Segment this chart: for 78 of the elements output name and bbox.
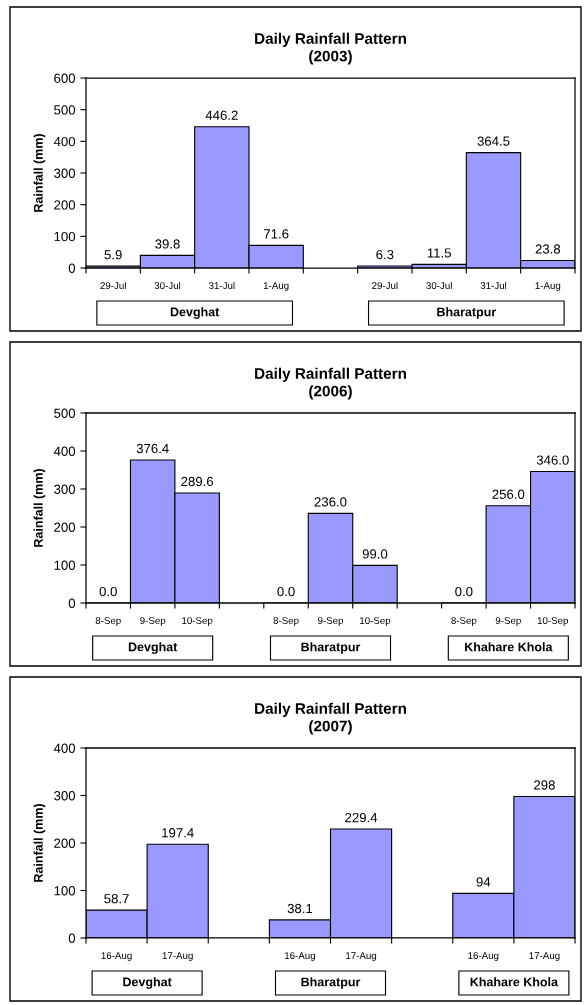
y-axis-title: Rainfall (mm)	[33, 804, 46, 882]
text: Khahare Khola	[470, 977, 559, 987]
y-tick-label: 500	[54, 105, 76, 115]
y-tick-label: 100	[54, 560, 76, 570]
y-tick-label: 300	[54, 168, 76, 178]
x-tick-label: 10-Sep	[182, 617, 213, 626]
y-tick-label: 100	[54, 231, 76, 242]
x-tick-label: 9-Sep	[140, 617, 166, 626]
data-label: 99.0	[362, 549, 388, 559]
data-label: 346.0	[536, 455, 569, 465]
chart-title: Daily Rainfall Pattern (2003)	[255, 32, 406, 65]
data-label: 364.5	[477, 136, 510, 146]
text: Devghat	[128, 642, 178, 654]
data-label: 0.0	[99, 586, 117, 597]
y-tick-label: 200	[54, 522, 76, 532]
x-tick-label: 17-Aug	[346, 952, 377, 961]
chart-title: Daily Rainfall Pattern (2007)	[255, 702, 406, 735]
x-tick-label: 16-Aug	[468, 952, 499, 961]
text: Bharatpur	[301, 977, 361, 989]
y-tick-label: 200	[54, 200, 76, 210]
y-tick-label: 400	[53, 136, 76, 147]
x-tick-label: 8-Sep	[273, 617, 299, 626]
data-label: 5.9	[104, 250, 122, 260]
y-tick-label: 300	[54, 791, 76, 801]
x-tick-label: 29-Jul	[100, 281, 126, 290]
text: Bharatpur	[301, 642, 361, 654]
y-tick-label: 0	[68, 263, 76, 273]
data-label: 197.4	[162, 828, 194, 838]
data-label: 6.3	[376, 249, 394, 260]
text: Khahare Khola	[465, 642, 553, 652]
x-tick-label: 17-Aug	[529, 952, 560, 961]
y-tick-label: 0	[68, 598, 76, 608]
data-label: 71.6	[264, 229, 289, 239]
y-axis-title: Rainfall (mm)	[33, 469, 46, 547]
data-label: 58.7	[104, 894, 129, 904]
x-tick-label: 1-Aug	[263, 282, 289, 291]
y-tick-label: 0	[68, 933, 76, 943]
x-tick-label: 8-Sep	[95, 617, 121, 626]
data-label: 23.8	[535, 244, 561, 254]
y-tick-label: 500	[54, 408, 76, 418]
x-tick-label: 16-Aug	[101, 952, 132, 961]
x-tick-label: 10-Sep	[360, 617, 391, 626]
data-label: 94	[476, 877, 491, 887]
data-label: 256.0	[492, 489, 525, 499]
data-label: 289.6	[181, 476, 214, 487]
x-tick-label: 9-Sep	[317, 617, 344, 626]
data-label: 0.0	[277, 586, 295, 597]
x-tick-label: 10-Sep	[537, 617, 569, 626]
data-label: 11.5	[427, 248, 451, 258]
y-tick-label: 300	[54, 484, 76, 494]
text: Devghat	[123, 977, 172, 989]
y-tick-label: 600	[54, 73, 76, 83]
data-label: 229.4	[345, 812, 378, 823]
data-label: 0.0	[455, 586, 473, 597]
x-tick-label: 31-Jul	[480, 281, 507, 290]
y-tick-label: 400	[53, 743, 76, 753]
data-label: 376.4	[136, 443, 169, 454]
x-tick-label: 9-Sep	[495, 617, 521, 626]
data-label: 236.0	[314, 497, 347, 507]
data-label: 39.8	[155, 239, 180, 249]
y-axis-title: Rainfall (mm)	[33, 134, 46, 212]
data-label: 446.2	[205, 110, 238, 120]
text: Devghat	[170, 307, 220, 319]
y-tick-label: 100	[54, 886, 76, 896]
chart-title: Daily Rainfall Pattern (2006)	[255, 367, 406, 400]
x-tick-label: 16-Aug	[285, 952, 315, 961]
x-tick-label: 30-Jul	[154, 281, 181, 290]
y-tick-label: 200	[54, 838, 76, 848]
x-tick-label: 1-Aug	[535, 282, 561, 291]
x-tick-label: 30-Jul	[426, 281, 452, 290]
text: Bharatpur	[437, 307, 497, 319]
x-tick-label: 17-Aug	[162, 952, 193, 961]
x-tick-label: 8-Sep	[451, 617, 477, 626]
x-tick-label: 29-Jul	[372, 281, 398, 290]
data-label: 298	[534, 780, 555, 790]
x-tick-label: 31-Jul	[208, 281, 235, 290]
y-tick-label: 400	[53, 446, 76, 456]
data-label: 38.1	[287, 903, 313, 914]
